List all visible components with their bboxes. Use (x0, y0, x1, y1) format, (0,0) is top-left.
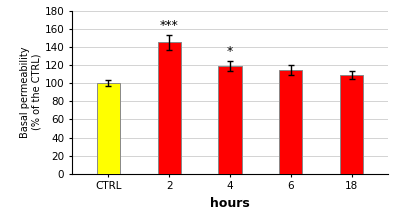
Bar (97, 83, 120, 174)
Y-axis label: Basal permeability
(% of the CTRL): Basal permeability (% of the CTRL) (20, 46, 42, 138)
Bar (218, 66, 242, 174)
Bar (340, 75, 363, 174)
Bar (158, 42, 181, 174)
Bar (279, 70, 302, 174)
Text: *: * (227, 45, 233, 58)
Text: ***: *** (160, 19, 179, 32)
X-axis label: hours: hours (210, 197, 250, 210)
